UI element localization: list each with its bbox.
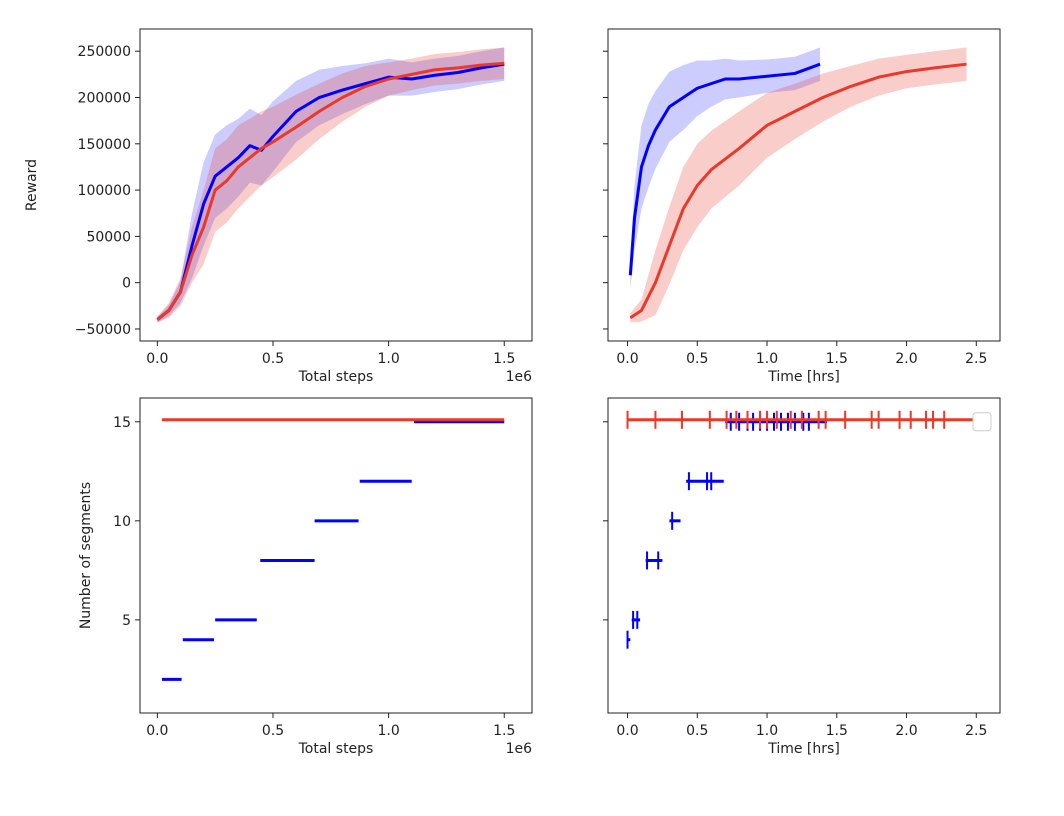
subplot-segments-vs-steps: 0.0 0.5 1.0 1.5 5 10 15 Total steps 1e6 Number of…: [78, 397, 533, 757]
x-offset-label: 1e6: [506, 741, 533, 757]
x-tick-label: 1.0: [756, 723, 778, 739]
y-tick-label: 200000: [78, 91, 131, 107]
y-tick-label: 15: [113, 415, 131, 431]
x-tick-label: 0.5: [686, 723, 708, 739]
x-tick-label: 1.5: [493, 351, 515, 367]
x-tick-label: 2.5: [965, 351, 987, 367]
y-tick-label: 50000: [86, 229, 131, 245]
y-tick-label: 0: [122, 276, 131, 292]
x-tick-label: 0.5: [686, 351, 708, 367]
x-offset-label: 1e6: [506, 369, 533, 385]
x-tick-label: 1.0: [377, 351, 399, 367]
axes-frame: [139, 397, 533, 714]
x-axis-label: Total steps: [298, 741, 374, 757]
subplot-segments-vs-time: 0.0 0.5 1.0 1.5 2.0 2.5 Time [hrs]: [603, 397, 1001, 757]
x-tick-label: 1.5: [493, 723, 515, 739]
empty-legend-box: [972, 412, 992, 432]
blue-mean-line: [156, 62, 505, 321]
y-tick-label: −50000: [75, 322, 131, 338]
subplot-reward-vs-time: 0.0 0.5 1.0 1.5 2.0 2.5 Time [hrs]: [603, 28, 1001, 385]
y-tick-label: 250000: [78, 44, 131, 60]
x-axis-label: Time [hrs]: [767, 369, 840, 385]
red-mean-line: [629, 62, 967, 320]
x-tick-label: 2.5: [965, 723, 987, 739]
x-tick-label: 0.0: [616, 351, 638, 367]
y-tick-label: 5: [122, 613, 131, 629]
subplot-reward-vs-steps: 0.0 0.5 1.0 1.5 −50000 0 50000 100000 150000 2000…: [24, 28, 533, 385]
axes-frame: [607, 28, 1001, 342]
x-tick-label: 1.0: [756, 351, 778, 367]
plot-area: [161, 418, 505, 681]
blue-std-band: [157, 47, 505, 323]
x-tick-label: 0.5: [262, 351, 284, 367]
y-tick-label: 150000: [78, 137, 131, 153]
x-axis-label: Time [hrs]: [767, 741, 840, 757]
x-tick-label: 1.5: [826, 723, 848, 739]
plot-area: [628, 47, 967, 323]
y-tick-label: 100000: [78, 183, 131, 199]
plot-area: [156, 47, 505, 323]
x-tick-label: 0.0: [146, 723, 168, 739]
x-tick-label: 1.0: [377, 723, 399, 739]
y-axis-label: Number of segments: [78, 482, 94, 629]
x-axis-label: Total steps: [298, 369, 374, 385]
blue-std-band: [630, 47, 821, 290]
axes-frame: [139, 28, 533, 342]
x-tick-label: 0.0: [616, 723, 638, 739]
x-tick-label: 2.0: [895, 723, 917, 739]
y-axis-label: Reward: [24, 159, 40, 211]
blue-mean-line: [628, 62, 821, 276]
x-tick-label: 1.5: [826, 351, 848, 367]
axes-frame: [607, 397, 1001, 714]
x-tick-label: 0.0: [146, 351, 168, 367]
red-mean-line: [156, 61, 505, 321]
plot-area: [626, 410, 984, 649]
x-tick-label: 0.5: [262, 723, 284, 739]
x-tick-label: 2.0: [895, 351, 917, 367]
y-tick-label: 10: [113, 514, 131, 530]
red-std-band: [157, 47, 505, 323]
